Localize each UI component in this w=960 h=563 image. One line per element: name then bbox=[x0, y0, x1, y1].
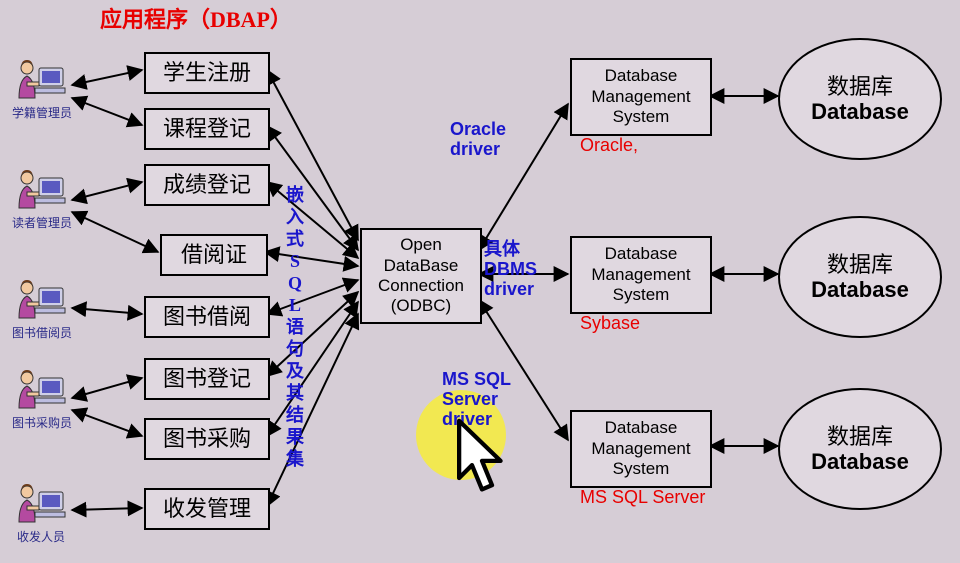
user-actor-4: 收发人员 bbox=[12, 482, 70, 545]
dbms-sub-1: Sybase bbox=[580, 314, 640, 334]
dbms-sub-2: MS SQL Server bbox=[580, 488, 705, 508]
dbms-box-2: DatabaseManagementSystem bbox=[570, 410, 712, 488]
app-box-5: 图书登记 bbox=[144, 358, 270, 400]
app-box-3: 借阅证 bbox=[160, 234, 268, 276]
user-actor-0: 学籍管理员 bbox=[12, 58, 70, 121]
diagram-title: 应用程序（DBAP） bbox=[100, 8, 292, 32]
app-box-0: 学生注册 bbox=[144, 52, 270, 94]
user-actor-1: 读者管理员 bbox=[12, 168, 70, 231]
user-actor-2: 图书借阅员 bbox=[12, 278, 70, 341]
odbc-line2: DataBase bbox=[378, 256, 464, 276]
app-box-4: 图书借阅 bbox=[144, 296, 270, 338]
app-box-7: 收发管理 bbox=[144, 488, 270, 530]
database-ellipse-2: 数据库Database bbox=[778, 388, 942, 510]
odbc-line4: (ODBC) bbox=[378, 296, 464, 316]
app-box-2: 成绩登记 bbox=[144, 164, 270, 206]
odbc-line3: Connection bbox=[378, 276, 464, 296]
dbms-box-0: DatabaseManagementSystem bbox=[570, 58, 712, 136]
dbms-sub-0: Oracle, bbox=[580, 136, 638, 156]
driver-label-0: Oracle driver bbox=[450, 120, 506, 160]
driver-label-1: 具体 DBMS driver bbox=[484, 240, 537, 299]
user-actor-3: 图书采购员 bbox=[12, 368, 70, 431]
odbc-box: Open DataBase Connection (ODBC) bbox=[360, 228, 482, 324]
database-ellipse-0: 数据库Database bbox=[778, 38, 942, 160]
database-ellipse-1: 数据库Database bbox=[778, 216, 942, 338]
odbc-line1: Open bbox=[378, 235, 464, 255]
sql-embed-label: 嵌入式SQL语句及其结果集 bbox=[286, 186, 304, 472]
cursor-pointer-icon bbox=[452, 418, 512, 503]
app-box-1: 课程登记 bbox=[144, 108, 270, 150]
app-box-6: 图书采购 bbox=[144, 418, 270, 460]
dbms-box-1: DatabaseManagementSystem bbox=[570, 236, 712, 314]
